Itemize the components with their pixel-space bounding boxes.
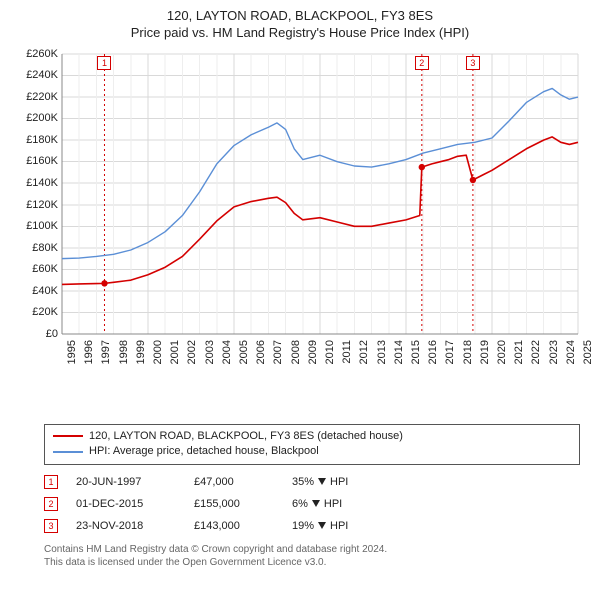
y-tick-label: £200K bbox=[26, 112, 58, 124]
x-tick-label: 2012 bbox=[358, 340, 370, 364]
x-tick-label: 2018 bbox=[462, 340, 474, 364]
footer: Contains HM Land Registry data © Crown c… bbox=[44, 543, 580, 569]
x-tick-label: 2008 bbox=[290, 340, 302, 364]
x-tick-label: 2025 bbox=[582, 340, 594, 364]
x-tick-label: 2003 bbox=[204, 340, 216, 364]
arrow-down-icon bbox=[312, 500, 320, 507]
x-tick-label: 1998 bbox=[118, 340, 130, 364]
legend-swatch bbox=[53, 435, 83, 437]
sales-marker-3: 3 bbox=[44, 519, 58, 533]
sales-price: £143,000 bbox=[194, 520, 274, 532]
event-marker-3: 3 bbox=[466, 56, 480, 70]
sales-diff-vs: HPI bbox=[330, 520, 348, 532]
sales-diff: 35% HPI bbox=[292, 476, 382, 488]
x-tick-label: 2002 bbox=[186, 340, 198, 364]
sales-row-1: 1 20-JUN-1997 £47,000 35% HPI bbox=[44, 471, 580, 493]
sales-table: 1 20-JUN-1997 £47,000 35% HPI 2 01-DEC-2015 £15… bbox=[44, 471, 580, 537]
y-tick-label: £20K bbox=[32, 306, 58, 318]
y-tick-label: £60K bbox=[32, 263, 58, 275]
x-tick-label: 2006 bbox=[255, 340, 267, 364]
title-block: 120, LAYTON ROAD, BLACKPOOL, FY3 8ES Pri… bbox=[10, 8, 590, 42]
legend-swatch bbox=[53, 451, 83, 453]
sales-diff-pct: 35% bbox=[292, 476, 314, 488]
footer-line-1: Contains HM Land Registry data © Crown c… bbox=[44, 543, 580, 556]
y-tick-label: £160K bbox=[26, 155, 58, 167]
title-line-2: Price paid vs. HM Land Registry's House … bbox=[10, 25, 590, 42]
y-tick-label: £260K bbox=[26, 48, 58, 60]
arrow-down-icon bbox=[318, 478, 326, 485]
y-tick-label: £40K bbox=[32, 285, 58, 297]
x-tick-label: 2022 bbox=[530, 340, 542, 364]
x-tick-label: 2005 bbox=[238, 340, 250, 364]
y-tick-label: £80K bbox=[32, 242, 58, 254]
legend-label: 120, LAYTON ROAD, BLACKPOOL, FY3 8ES (de… bbox=[89, 429, 403, 444]
legend: 120, LAYTON ROAD, BLACKPOOL, FY3 8ES (de… bbox=[44, 424, 580, 465]
sales-diff-pct: 6% bbox=[292, 498, 308, 510]
x-tick-label: 2004 bbox=[221, 340, 233, 364]
x-tick-label: 2015 bbox=[410, 340, 422, 364]
event-marker-1: 1 bbox=[97, 56, 111, 70]
legend-row-hpi: HPI: Average price, detached house, Blac… bbox=[53, 444, 571, 459]
footer-line-2: This data is licensed under the Open Gov… bbox=[44, 556, 580, 569]
x-tick-label: 1995 bbox=[66, 340, 78, 364]
sales-date: 01-DEC-2015 bbox=[76, 498, 176, 510]
x-tick-label: 2021 bbox=[513, 340, 525, 364]
sales-price: £155,000 bbox=[194, 498, 274, 510]
y-tick-label: £0 bbox=[46, 328, 58, 340]
x-tick-label: 2009 bbox=[307, 340, 319, 364]
y-tick-label: £140K bbox=[26, 177, 58, 189]
x-tick-label: 2014 bbox=[393, 340, 405, 364]
y-tick-label: £120K bbox=[26, 199, 58, 211]
sales-diff-pct: 19% bbox=[292, 520, 314, 532]
title-line-1: 120, LAYTON ROAD, BLACKPOOL, FY3 8ES bbox=[10, 8, 590, 25]
sales-date: 20-JUN-1997 bbox=[76, 476, 176, 488]
arrow-down-icon bbox=[318, 522, 326, 529]
x-tick-label: 2020 bbox=[496, 340, 508, 364]
sales-price: £47,000 bbox=[194, 476, 274, 488]
sales-diff: 19% HPI bbox=[292, 520, 382, 532]
sales-date: 23-NOV-2018 bbox=[76, 520, 176, 532]
y-tick-label: £180K bbox=[26, 134, 58, 146]
legend-label: HPI: Average price, detached house, Blac… bbox=[89, 444, 319, 459]
x-tick-label: 2013 bbox=[376, 340, 388, 364]
x-tick-label: 1997 bbox=[100, 340, 112, 364]
sales-diff-vs: HPI bbox=[324, 498, 342, 510]
x-tick-label: 2024 bbox=[565, 340, 577, 364]
event-marker-2: 2 bbox=[415, 56, 429, 70]
chart-svg bbox=[20, 48, 580, 378]
x-tick-label: 1999 bbox=[135, 340, 147, 364]
x-tick-label: 2007 bbox=[272, 340, 284, 364]
sales-marker-2: 2 bbox=[44, 497, 58, 511]
y-tick-label: £100K bbox=[26, 220, 58, 232]
x-tick-label: 2019 bbox=[479, 340, 491, 364]
sales-row-3: 3 23-NOV-2018 £143,000 19% HPI bbox=[44, 515, 580, 537]
x-tick-label: 2000 bbox=[152, 340, 164, 364]
sales-diff-vs: HPI bbox=[330, 476, 348, 488]
x-tick-label: 2010 bbox=[324, 340, 336, 364]
legend-row-price_paid: 120, LAYTON ROAD, BLACKPOOL, FY3 8ES (de… bbox=[53, 429, 571, 444]
sales-diff: 6% HPI bbox=[292, 498, 382, 510]
x-tick-label: 1996 bbox=[83, 340, 95, 364]
chart-container: { "title": { "line1": "120, LAYTON ROAD,… bbox=[0, 0, 600, 590]
chart-area: £0 £20K £40K £60K £80K £100K £120K £140K £160K £1… bbox=[20, 48, 580, 378]
sales-row-2: 2 01-DEC-2015 £155,000 6% HPI bbox=[44, 493, 580, 515]
y-tick-label: £240K bbox=[26, 69, 58, 81]
x-tick-label: 2011 bbox=[341, 340, 353, 364]
x-tick-label: 2001 bbox=[169, 340, 181, 364]
sales-marker-1: 1 bbox=[44, 475, 58, 489]
y-tick-label: £220K bbox=[26, 91, 58, 103]
x-tick-label: 2016 bbox=[427, 340, 439, 364]
x-tick-label: 2023 bbox=[548, 340, 560, 364]
x-tick-label: 2017 bbox=[444, 340, 456, 364]
